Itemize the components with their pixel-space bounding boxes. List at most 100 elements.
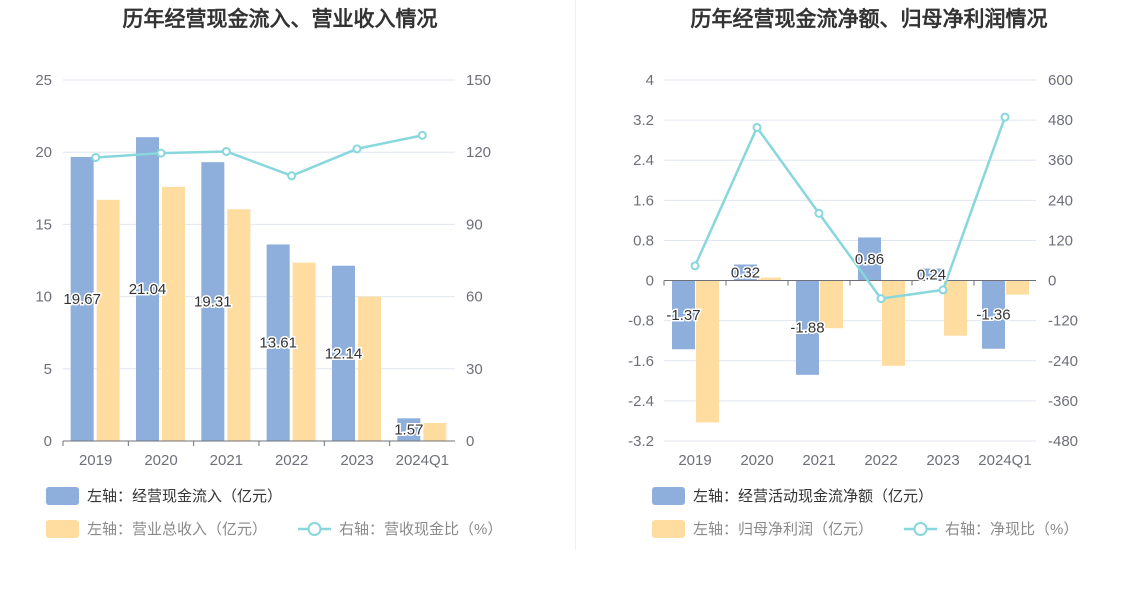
y-right-tick-label: 120 bbox=[1048, 232, 1073, 249]
bar-primary bbox=[397, 418, 421, 441]
y-left-tick-label: 0.8 bbox=[633, 232, 654, 249]
y-left-tick-label: 10 bbox=[35, 289, 52, 306]
legend-label: 左轴：经营现金流入（亿元） bbox=[87, 488, 282, 505]
bar-secondary bbox=[1006, 280, 1029, 295]
bar-secondary bbox=[162, 186, 185, 441]
legend-label: 左轴：营业总收入（亿元） bbox=[87, 521, 267, 538]
y-left-tick-label: 15 bbox=[35, 216, 52, 233]
y-left-tick-label: 0 bbox=[44, 433, 52, 450]
bar-secondary bbox=[292, 262, 316, 441]
legend-swatch-primary bbox=[46, 487, 79, 505]
bar-data-label: -1.37 bbox=[666, 307, 700, 324]
bar-data-label: -1.36 bbox=[976, 307, 1010, 324]
y-right-tick-label: 150 bbox=[466, 72, 491, 89]
y-right-tick-label: -360 bbox=[1048, 393, 1078, 410]
line-point bbox=[287, 171, 297, 181]
chart-title: 历年经营现金流净额、归母净利润情况 bbox=[691, 7, 1048, 31]
x-tick-label: 2021 bbox=[210, 452, 243, 469]
y-right-tick-label: 240 bbox=[1048, 192, 1073, 209]
y-right-tick-label: 90 bbox=[466, 216, 483, 233]
y-right-tick-label: 60 bbox=[466, 289, 483, 306]
y-right-tick-label: 0 bbox=[1048, 273, 1056, 290]
bar-primary bbox=[920, 268, 943, 281]
line-point bbox=[752, 122, 762, 132]
x-tick-label: 2022 bbox=[275, 452, 308, 469]
x-tick-label: 2019 bbox=[79, 452, 112, 469]
line-point bbox=[938, 285, 948, 295]
y-left-tick-label: 5 bbox=[44, 361, 52, 378]
bar-data-label: 19.31 bbox=[194, 294, 232, 311]
line-point bbox=[690, 261, 700, 271]
bar-secondary bbox=[358, 296, 381, 441]
y-left-tick-label: -3.2 bbox=[628, 433, 654, 450]
x-tick-label: 2023 bbox=[340, 452, 373, 469]
y-left-tick-label: -0.8 bbox=[628, 313, 654, 330]
legend-label: 右轴：营收现金比（%） bbox=[339, 521, 502, 538]
bar-primary bbox=[672, 280, 695, 350]
bar-primary bbox=[858, 237, 881, 281]
y-left-tick-label: 1.6 bbox=[633, 192, 654, 209]
bar-primary bbox=[332, 265, 355, 441]
bar-secondary bbox=[820, 280, 843, 329]
legend-swatch-line-marker bbox=[307, 522, 322, 536]
legend-label: 右轴：净现比（%） bbox=[945, 521, 1078, 538]
y-left-tick-label: 3.2 bbox=[633, 112, 654, 129]
y-right-tick-label: 600 bbox=[1048, 72, 1073, 89]
line-point bbox=[156, 148, 166, 158]
y-right-tick-label: -480 bbox=[1048, 433, 1078, 450]
y-left-tick-label: 0 bbox=[646, 273, 654, 290]
legend-swatch-secondary bbox=[46, 520, 79, 538]
legend-label: 左轴：经营活动现金流净额（亿元） bbox=[693, 488, 933, 505]
line-point bbox=[352, 144, 362, 154]
chart-panel-left: 历年经营现金流入、营业收入情况 0 5 10 15 20 25 0 30 60 90 120 150 20… bbox=[35, 7, 502, 538]
line-point bbox=[814, 208, 824, 218]
bar-secondary bbox=[944, 280, 967, 336]
bar-secondary bbox=[423, 422, 447, 441]
y-left-tick-label: 20 bbox=[35, 144, 52, 161]
bar-primary bbox=[70, 156, 94, 441]
bar-data-label: 21.04 bbox=[129, 281, 167, 298]
x-tick-label: 2022 bbox=[864, 452, 897, 469]
bar-primary bbox=[201, 162, 225, 441]
line-point bbox=[417, 130, 427, 140]
bar-primary bbox=[266, 244, 290, 441]
line-point bbox=[221, 146, 231, 156]
bar-secondary bbox=[227, 209, 251, 441]
bar-data-label: 12.14 bbox=[325, 345, 363, 362]
line-point bbox=[1000, 112, 1010, 122]
x-tick-label: 2020 bbox=[144, 452, 177, 469]
line-point bbox=[91, 152, 101, 162]
bar-secondary bbox=[882, 280, 905, 366]
y-right-tick-label: -240 bbox=[1048, 353, 1078, 370]
line-series bbox=[95, 134, 423, 178]
line-point bbox=[876, 294, 886, 304]
x-tick-label: 2020 bbox=[740, 452, 773, 469]
y-right-tick-label: 480 bbox=[1048, 112, 1073, 129]
bar-data-label: 0.32 bbox=[731, 265, 760, 282]
bar-data-label: 1.57 bbox=[394, 422, 423, 439]
x-tick-label: 2019 bbox=[678, 452, 711, 469]
panel-divider bbox=[575, 0, 576, 550]
bar-primary bbox=[734, 264, 757, 281]
y-right-tick-label: 360 bbox=[1048, 152, 1073, 169]
chart-right: 历年经营现金流净额、归母净利润情况 -3.2 -2.4 -1.6 -0.8 0 0.8 1.6… bbox=[628, 7, 1078, 538]
line-series bbox=[693, 116, 1007, 300]
x-tick-label: 2023 bbox=[926, 452, 959, 469]
bar-secondary bbox=[96, 199, 120, 441]
y-right-tick-label: -120 bbox=[1048, 313, 1078, 330]
x-tick-label: 2021 bbox=[802, 452, 835, 469]
x-tick-label: 2024Q1 bbox=[978, 452, 1031, 469]
bar-data-label: 0.24 bbox=[917, 267, 946, 284]
bar-primary bbox=[796, 280, 819, 375]
y-right-tick-label: 0 bbox=[466, 433, 474, 450]
chart-title: 历年经营现金流入、营业收入情况 bbox=[123, 7, 438, 31]
y-left-tick-label: 25 bbox=[35, 72, 52, 89]
chart-panel-right: 历年经营现金流净额、归母净利润情况 -3.2 -2.4 -1.6 -0.8 0 0.8 1.6… bbox=[574, 0, 1148, 589]
bar-data-label: 13.61 bbox=[259, 335, 297, 352]
legend-swatch-secondary bbox=[652, 520, 685, 538]
y-right-tick-label: 30 bbox=[466, 361, 483, 378]
bar-data-label: -1.88 bbox=[790, 320, 824, 337]
legend-label: 左轴：归母净利润（亿元） bbox=[693, 521, 873, 538]
chart-left: 历年经营现金流入、营业收入情况 0 5 10 15 20 25 0 30 60 90 120 150 20… bbox=[35, 7, 502, 538]
y-left-tick-label: -2.4 bbox=[628, 393, 654, 410]
